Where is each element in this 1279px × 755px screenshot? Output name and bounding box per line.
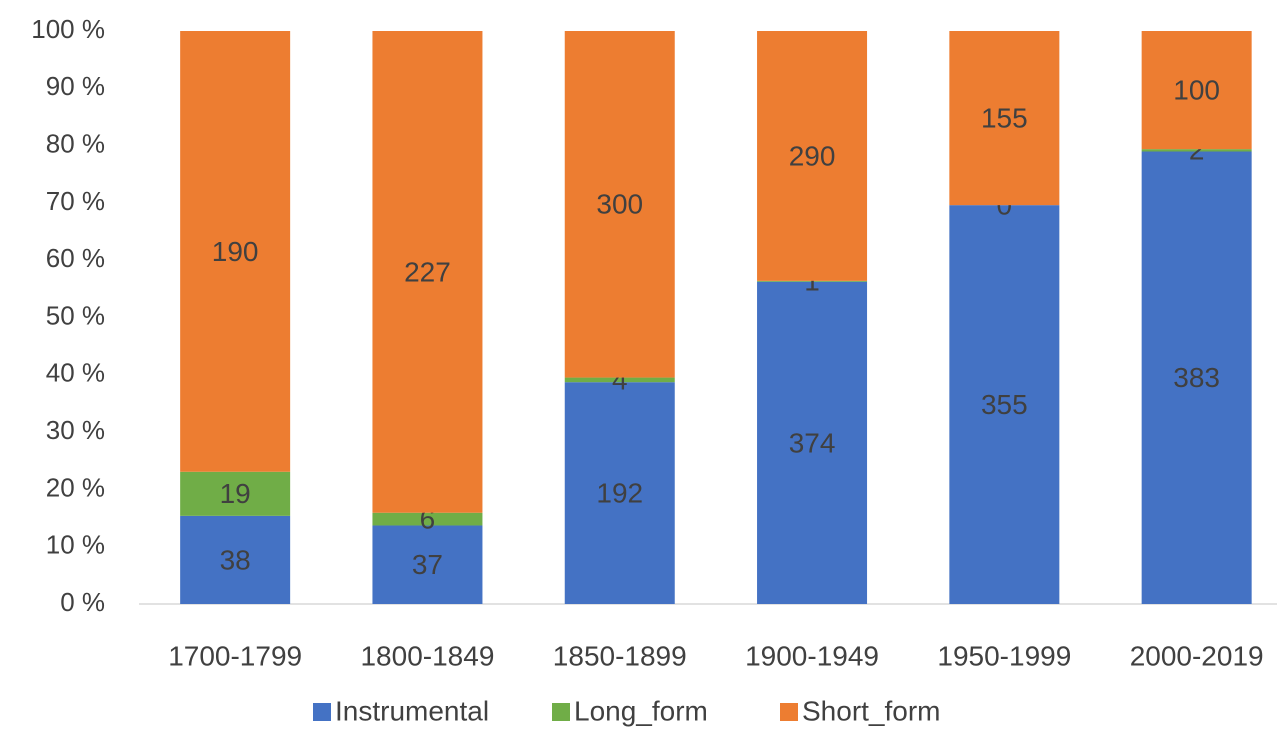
bar-segment — [372, 31, 483, 513]
data-label: 155 — [981, 102, 1028, 133]
bar-segment — [1141, 151, 1252, 605]
bar-segment — [564, 31, 675, 378]
bar-segment — [1141, 31, 1252, 150]
y-tick-label: 30 % — [46, 415, 105, 445]
bar-segment — [564, 382, 675, 604]
data-label: 227 — [404, 256, 451, 287]
data-label: 192 — [596, 477, 643, 508]
legend-label: Long_form — [574, 695, 708, 726]
legend-swatch — [780, 703, 798, 721]
y-tick-label: 40 % — [46, 358, 105, 388]
data-label: 19 — [220, 478, 251, 509]
y-tick-label: 50 % — [46, 300, 105, 330]
data-label: 37 — [412, 549, 443, 580]
x-tick-label: 1900-1949 — [745, 640, 879, 671]
legend-swatch — [552, 703, 570, 721]
x-tick-label: 1700-1799 — [168, 640, 302, 671]
x-tick-label: 1950-1999 — [937, 640, 1071, 671]
y-tick-label: 10 % — [46, 530, 105, 560]
bar-segment — [757, 280, 868, 282]
data-label: 190 — [212, 236, 259, 267]
data-label: 100 — [1173, 74, 1220, 105]
y-tick-label: 80 % — [46, 128, 105, 158]
bar-segment — [180, 31, 291, 472]
y-tick-label: 60 % — [46, 243, 105, 273]
data-label: 38 — [220, 544, 251, 575]
legend-swatch — [313, 703, 331, 721]
y-tick-label: 90 % — [46, 71, 105, 101]
y-tick-label: 20 % — [46, 472, 105, 502]
bar-segment — [180, 471, 291, 516]
data-label: 290 — [789, 140, 836, 171]
bar-segment — [949, 205, 1060, 604]
x-tick-label: 2000-2019 — [1130, 640, 1264, 671]
x-tick-label: 1800-1849 — [360, 640, 494, 671]
bar-segment — [372, 525, 483, 604]
data-label: 300 — [596, 189, 643, 220]
x-tick-label: 1850-1899 — [553, 640, 687, 671]
y-tick-label: 100 % — [31, 14, 105, 44]
bar-segment — [757, 31, 868, 281]
bar-segment — [949, 31, 1060, 206]
data-label: 355 — [981, 389, 1028, 420]
legend-label: Short_form — [802, 695, 941, 726]
bar-segment — [372, 512, 483, 526]
bar-segment — [564, 377, 675, 383]
bar-segment — [757, 281, 868, 604]
data-label: 374 — [789, 427, 836, 458]
bar-segment — [1141, 149, 1252, 152]
y-tick-label: 0 % — [60, 587, 105, 617]
y-tick-label: 70 % — [46, 186, 105, 216]
data-label: 383 — [1173, 362, 1220, 393]
bar-segment — [180, 515, 291, 604]
legend-label: Instrumental — [335, 695, 489, 726]
